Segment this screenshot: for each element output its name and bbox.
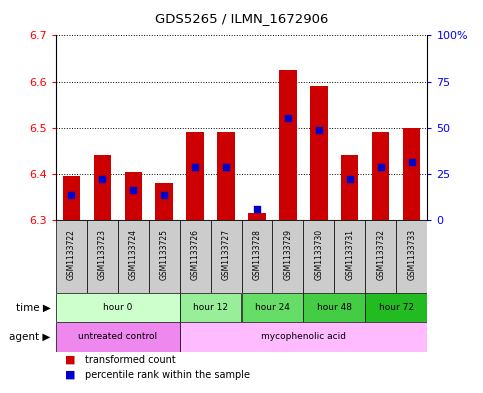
- Bar: [156, 183, 172, 220]
- Text: ■: ■: [65, 354, 76, 365]
- Point: [253, 206, 261, 212]
- Point: [67, 191, 75, 198]
- Text: agent ▶: agent ▶: [9, 332, 51, 342]
- Point: [98, 175, 106, 182]
- Bar: [86, 220, 117, 293]
- Bar: [62, 176, 80, 220]
- Text: GSM1133723: GSM1133723: [98, 229, 107, 280]
- Bar: [217, 132, 235, 220]
- Text: GSM1133730: GSM1133730: [314, 229, 324, 280]
- Bar: [372, 132, 389, 220]
- Bar: [248, 213, 266, 220]
- Bar: [180, 220, 211, 293]
- Bar: [341, 155, 358, 220]
- Text: ■: ■: [65, 369, 76, 380]
- Bar: [56, 322, 180, 352]
- Text: hour 24: hour 24: [255, 303, 290, 312]
- Bar: [242, 293, 303, 322]
- Text: hour 72: hour 72: [379, 303, 414, 312]
- Point: [377, 164, 385, 170]
- Text: GSM1133727: GSM1133727: [222, 229, 230, 280]
- Text: GSM1133731: GSM1133731: [345, 229, 355, 280]
- Bar: [366, 293, 427, 322]
- Bar: [366, 220, 397, 293]
- Bar: [180, 322, 427, 352]
- Text: GSM1133728: GSM1133728: [253, 229, 261, 280]
- Bar: [280, 70, 297, 220]
- Text: transformed count: transformed count: [85, 354, 175, 365]
- Point: [191, 164, 199, 170]
- Bar: [397, 220, 427, 293]
- Bar: [180, 293, 242, 322]
- Bar: [334, 220, 366, 293]
- Bar: [94, 155, 111, 220]
- Bar: [211, 220, 242, 293]
- Bar: [125, 172, 142, 220]
- Text: GDS5265 / ILMN_1672906: GDS5265 / ILMN_1672906: [155, 12, 328, 25]
- Text: GSM1133733: GSM1133733: [408, 229, 416, 280]
- Text: GSM1133729: GSM1133729: [284, 229, 293, 280]
- Point: [408, 159, 416, 165]
- Text: percentile rank within the sample: percentile rank within the sample: [85, 369, 250, 380]
- Bar: [56, 220, 86, 293]
- Point: [346, 175, 354, 182]
- Point: [160, 191, 168, 198]
- Text: hour 12: hour 12: [193, 303, 228, 312]
- Text: GSM1133726: GSM1133726: [190, 229, 199, 280]
- Text: mycophenolic acid: mycophenolic acid: [261, 332, 346, 342]
- Bar: [403, 128, 421, 220]
- Text: untreated control: untreated control: [78, 332, 157, 342]
- Text: GSM1133725: GSM1133725: [159, 229, 169, 280]
- Bar: [117, 220, 149, 293]
- Bar: [311, 86, 327, 220]
- Point: [222, 164, 230, 170]
- Bar: [242, 220, 272, 293]
- Bar: [303, 293, 366, 322]
- Bar: [149, 220, 180, 293]
- Point: [129, 187, 137, 193]
- Bar: [303, 220, 334, 293]
- Text: hour 0: hour 0: [103, 303, 132, 312]
- Text: GSM1133732: GSM1133732: [376, 229, 385, 280]
- Point: [284, 116, 292, 122]
- Point: [315, 127, 323, 133]
- Bar: [272, 220, 303, 293]
- Text: GSM1133724: GSM1133724: [128, 229, 138, 280]
- Text: GSM1133722: GSM1133722: [67, 229, 75, 280]
- Bar: [186, 132, 203, 220]
- Bar: [56, 293, 180, 322]
- Text: hour 48: hour 48: [317, 303, 352, 312]
- Text: time ▶: time ▶: [16, 303, 51, 312]
